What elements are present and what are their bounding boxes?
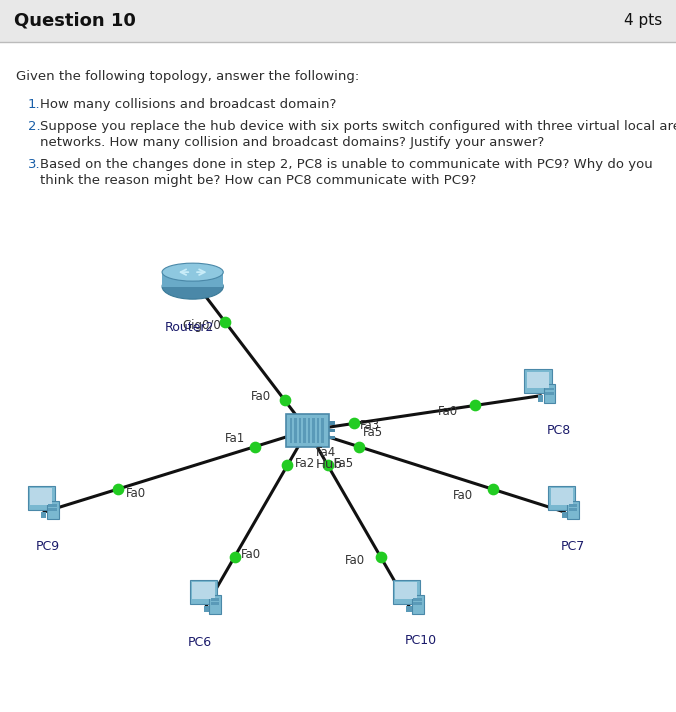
Point	[354, 441, 364, 452]
Text: Hub: Hub	[316, 459, 343, 471]
Text: networks. How many collision and broadcast domains? Justify your answer?: networks. How many collision and broadca…	[40, 136, 544, 149]
Text: Fa0: Fa0	[345, 555, 365, 567]
Bar	[525, 370, 552, 393]
Polygon shape	[162, 272, 223, 286]
Text: PC6: PC6	[188, 636, 212, 649]
Bar	[49, 508, 57, 511]
Text: Fa5: Fa5	[363, 426, 383, 439]
Bar	[303, 418, 306, 443]
Bar	[329, 422, 335, 425]
Text: 2.: 2.	[28, 120, 41, 133]
Bar	[47, 501, 59, 520]
Text: Fa0: Fa0	[452, 488, 473, 502]
Bar	[49, 504, 57, 507]
Bar	[329, 429, 335, 432]
Bar	[551, 488, 573, 505]
Bar	[546, 388, 554, 390]
Text: Fa1: Fa1	[225, 432, 245, 445]
Bar	[211, 602, 219, 605]
Bar	[28, 486, 55, 510]
Bar	[329, 436, 335, 439]
Bar	[0, 0, 676, 42]
Point	[487, 483, 498, 495]
Bar	[30, 488, 52, 505]
Bar	[412, 595, 424, 614]
Bar	[548, 486, 575, 510]
Bar	[294, 418, 297, 443]
Point	[349, 418, 360, 429]
Bar	[193, 582, 214, 599]
Bar	[211, 598, 219, 601]
Text: Fa0: Fa0	[251, 389, 270, 402]
Text: Fa0: Fa0	[126, 486, 146, 500]
Text: PC8: PC8	[547, 424, 571, 436]
Bar	[312, 418, 315, 443]
Bar	[569, 504, 577, 507]
Bar	[414, 598, 422, 601]
Point	[220, 316, 231, 328]
Text: How many collisions and broadcast domain?: How many collisions and broadcast domain…	[40, 98, 337, 111]
Text: Given the following topology, answer the following:: Given the following topology, answer the…	[16, 70, 359, 83]
Bar	[41, 512, 47, 518]
Text: Fa5: Fa5	[334, 457, 354, 470]
Bar	[527, 372, 549, 388]
Bar	[209, 595, 221, 614]
Text: Based on the changes done in step 2, PC8 is unable to communicate with PC9? Why : Based on the changes done in step 2, PC8…	[40, 158, 653, 171]
Bar	[395, 582, 417, 599]
Text: PC7: PC7	[560, 540, 585, 553]
Bar	[308, 418, 310, 443]
Text: PC9: PC9	[36, 540, 60, 553]
Text: Fa2: Fa2	[295, 457, 316, 470]
Text: Question 10: Question 10	[14, 12, 136, 30]
Bar	[569, 508, 577, 511]
Bar	[289, 418, 292, 443]
Point	[112, 483, 123, 495]
Ellipse shape	[162, 274, 223, 299]
Text: Fa3: Fa3	[360, 419, 381, 432]
Text: Suppose you replace the hub device with six ports switch configured with three v: Suppose you replace the hub device with …	[40, 120, 676, 133]
Ellipse shape	[162, 263, 223, 281]
Point	[229, 551, 240, 562]
Bar	[538, 395, 544, 402]
Point	[249, 441, 260, 452]
Text: Router2: Router2	[165, 321, 214, 335]
Text: 4 pts: 4 pts	[624, 14, 662, 28]
Text: PC10: PC10	[405, 634, 437, 647]
Point	[279, 394, 290, 406]
Text: Fa0: Fa0	[437, 405, 458, 418]
Bar	[286, 414, 329, 446]
Bar	[203, 606, 209, 612]
Bar	[546, 392, 554, 394]
Point	[470, 399, 481, 411]
Bar	[190, 580, 217, 604]
Point	[322, 460, 333, 471]
Text: Fa4: Fa4	[316, 446, 336, 459]
Text: think the reason might be? How can PC8 communicate with PC9?: think the reason might be? How can PC8 c…	[40, 174, 477, 187]
Text: Fa0: Fa0	[241, 548, 261, 561]
Bar	[544, 384, 556, 403]
Bar	[562, 512, 567, 518]
Text: Gig0/0: Gig0/0	[183, 319, 222, 332]
Text: 1.: 1.	[28, 98, 41, 111]
Bar	[414, 602, 422, 605]
Bar	[393, 580, 420, 604]
Point	[282, 460, 293, 471]
Text: 3.: 3.	[28, 158, 41, 171]
Bar	[299, 418, 301, 443]
Point	[375, 551, 386, 562]
Bar	[316, 418, 319, 443]
Bar	[567, 501, 579, 520]
Bar	[406, 606, 412, 612]
Bar	[321, 418, 324, 443]
